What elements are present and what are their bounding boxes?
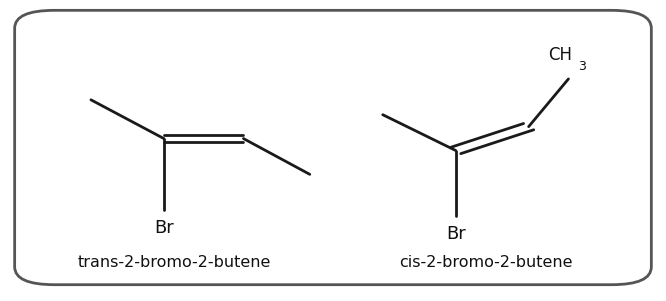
Text: CH: CH	[547, 46, 571, 64]
Text: Br: Br	[446, 225, 466, 243]
Text: cis-2-bromo-2-butene: cis-2-bromo-2-butene	[399, 255, 572, 270]
FancyBboxPatch shape	[15, 10, 651, 285]
Text: 3: 3	[578, 60, 586, 73]
Text: Br: Br	[154, 219, 174, 237]
Text: trans-2-bromo-2-butene: trans-2-bromo-2-butene	[77, 255, 270, 270]
